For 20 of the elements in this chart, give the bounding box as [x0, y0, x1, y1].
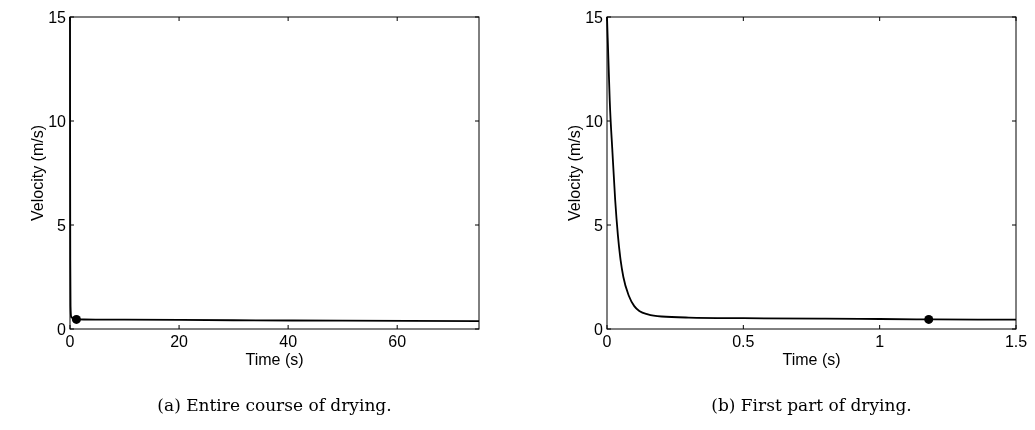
- text: (a) Entire course of drying.: [157, 395, 392, 415]
- x-tick-label: 60: [388, 333, 407, 350]
- x-axis-title: Time (s): [782, 351, 841, 368]
- x-tick-label: 40: [279, 333, 298, 350]
- y-tick-label: 0: [594, 321, 604, 338]
- x-tick-label: 1: [875, 333, 885, 350]
- y-tick-label: 10: [585, 113, 604, 130]
- x-tick-label: 20: [170, 333, 189, 350]
- text: (b) First part of drying.: [711, 395, 912, 415]
- y-tick-label: 15: [48, 9, 67, 26]
- x-axis-title: Time (s): [245, 351, 304, 368]
- y-tick-label: 10: [48, 113, 67, 130]
- y-tick-label: 15: [585, 9, 604, 26]
- y-axis-title: Velocity (m/s): [29, 124, 46, 222]
- x-tick-label: 1.5: [1004, 333, 1028, 350]
- y-tick-label: 5: [594, 217, 604, 234]
- y-tick-label: 0: [57, 321, 67, 338]
- y-tick-label: 5: [57, 217, 67, 234]
- x-tick-label: 0.5: [732, 333, 755, 350]
- y-axis-title: Velocity (m/s): [566, 124, 583, 222]
